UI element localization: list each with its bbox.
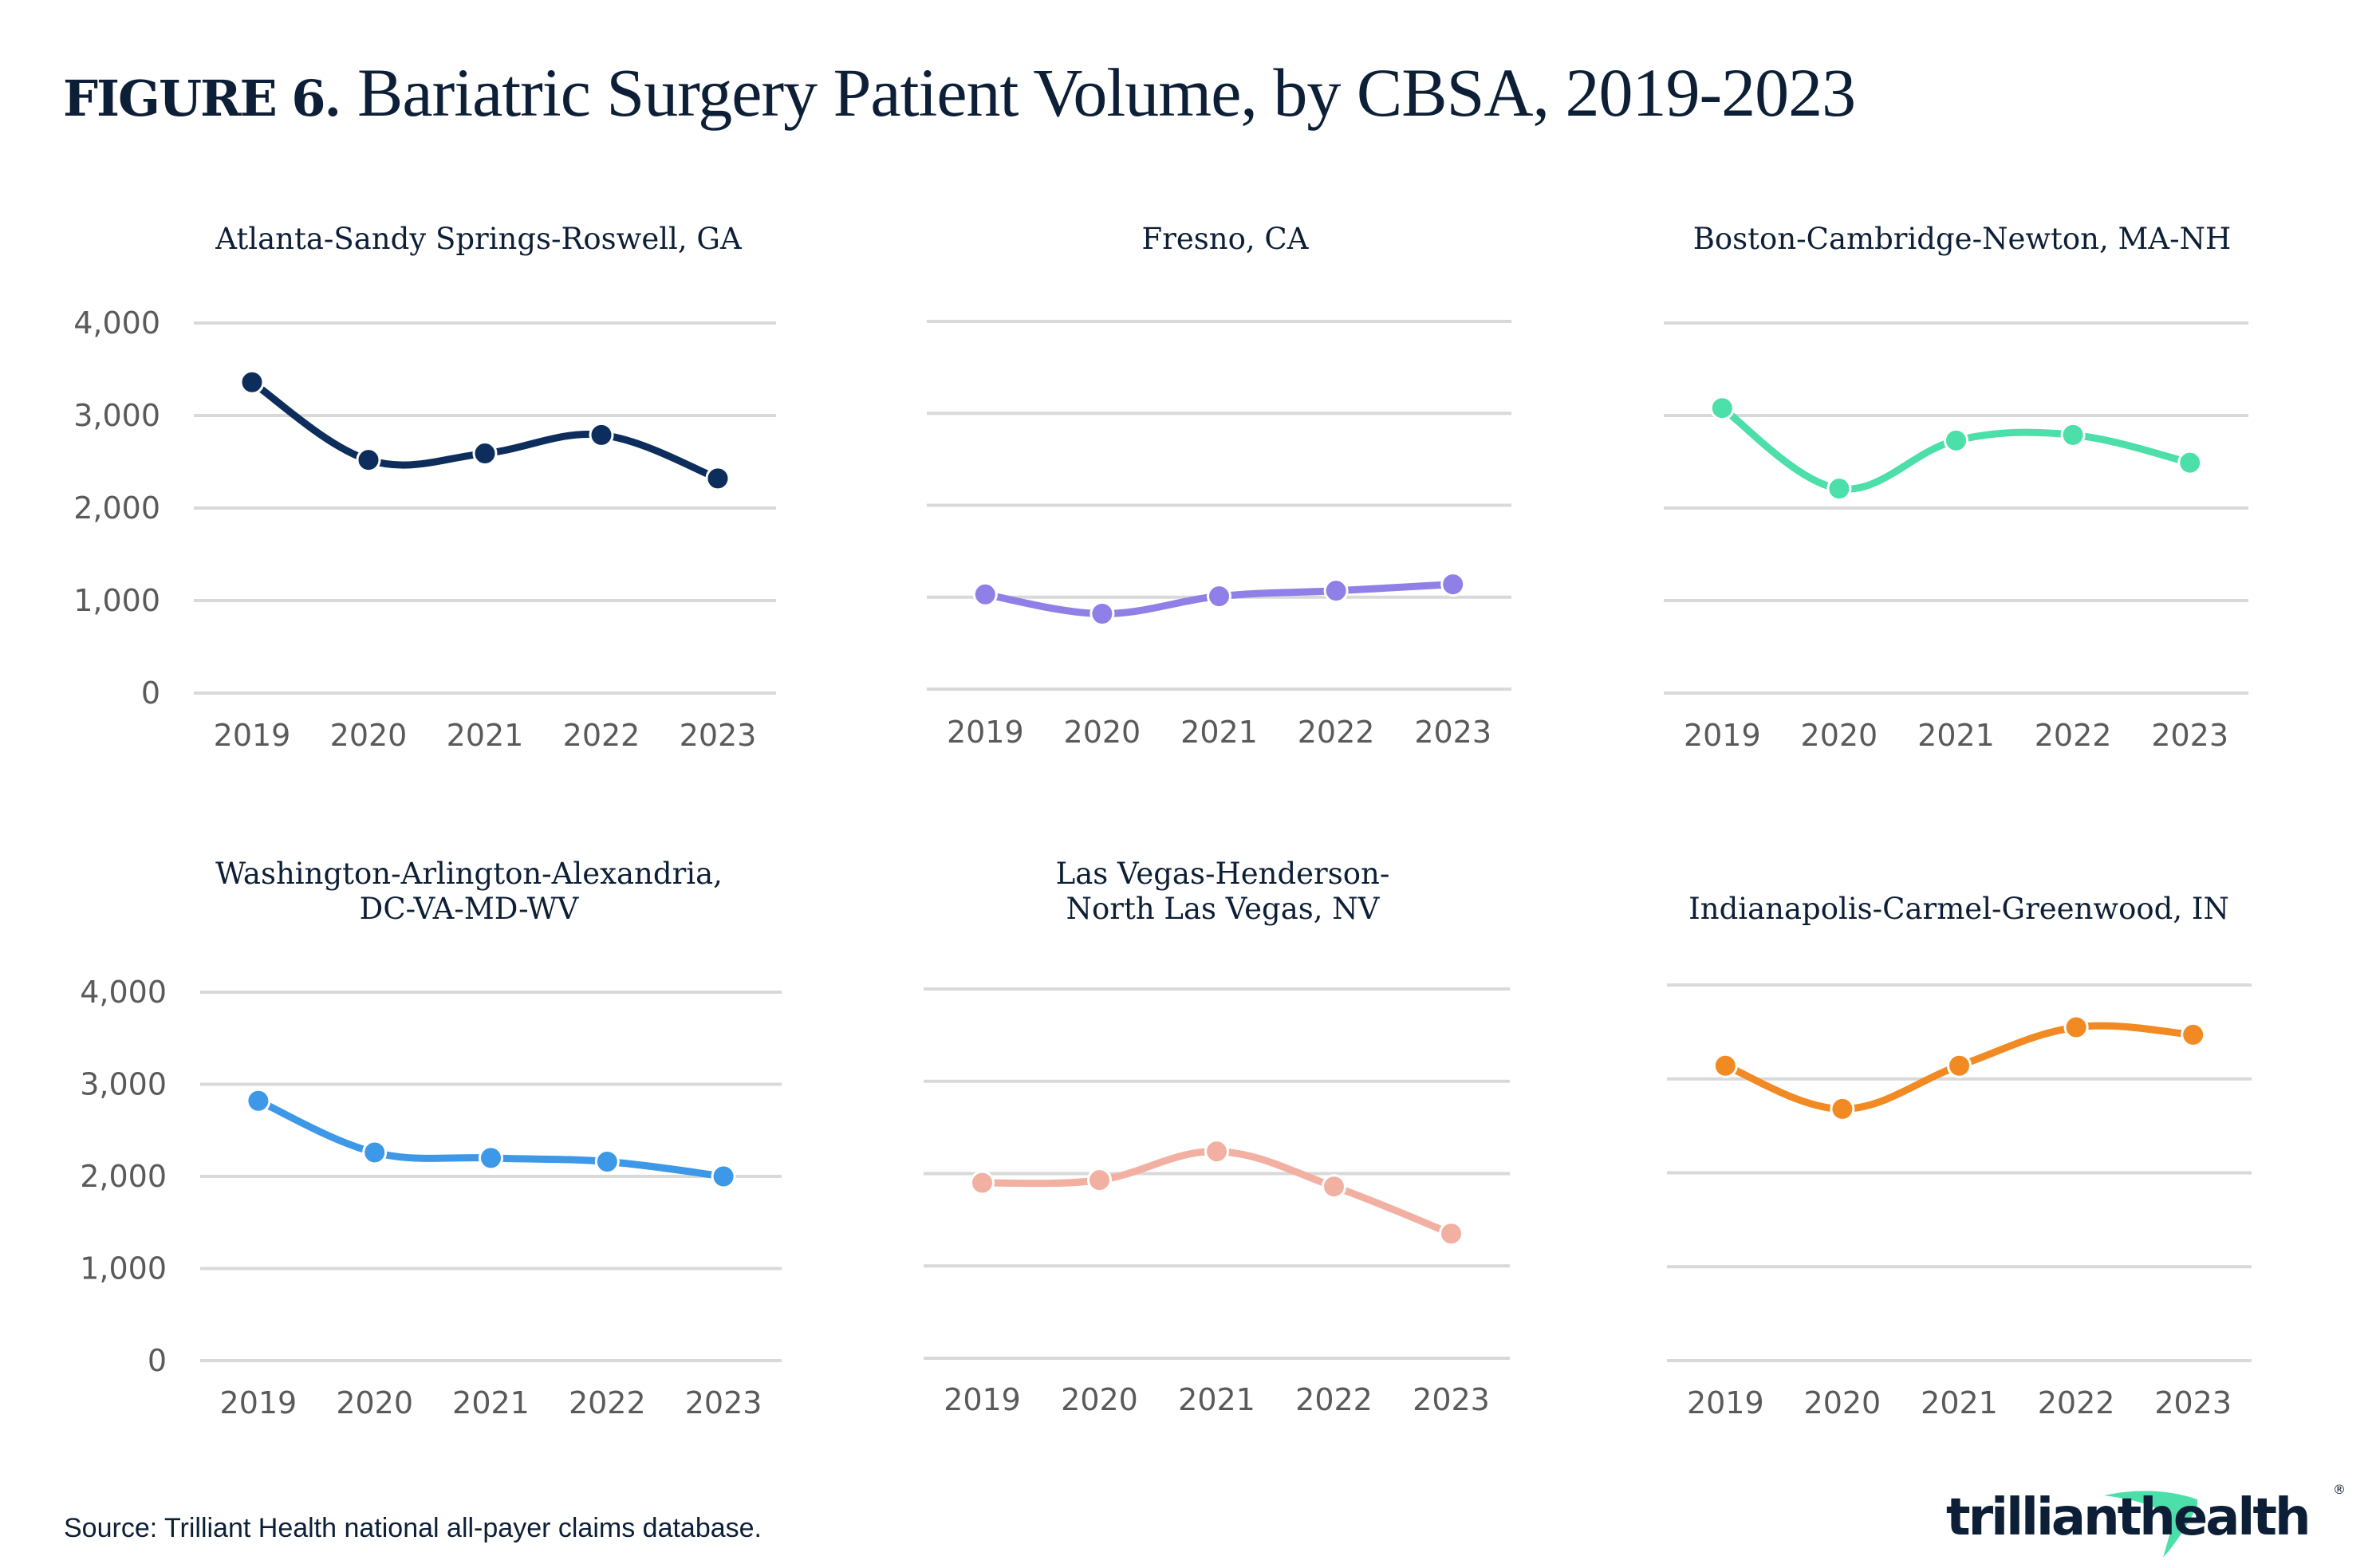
x-tick-label: 2021 xyxy=(1180,715,1258,750)
y-tick-label: 4,000 xyxy=(73,305,160,341)
x-tick-label: 2023 xyxy=(2154,1385,2232,1420)
y-tick-label: 3,000 xyxy=(73,398,160,433)
data-point: 2020: 1930 xyxy=(1087,1168,1112,1193)
figure-title: FIGURE 6. Bariatric Surgery Patient Volu… xyxy=(63,53,1856,132)
data-point: 2022: 1860 xyxy=(1322,1174,1346,1200)
x-tick-label: 2020 xyxy=(1064,715,1141,750)
registered-mark: ® xyxy=(2333,1482,2346,1497)
x-tick-label: 2021 xyxy=(447,718,524,753)
data-point: 2020: 2520 xyxy=(356,447,381,473)
y-tick-label: 2,000 xyxy=(80,1159,167,1194)
y-tick-label: 0 xyxy=(148,1343,167,1378)
data-point: 2022: 1070 xyxy=(1323,578,1349,604)
data-point: 2023: 3470 xyxy=(2181,1022,2206,1047)
x-tick-label: 2020 xyxy=(1801,718,1878,753)
x-tick-label: 2020 xyxy=(330,718,408,753)
x-tick-label: 2019 xyxy=(947,715,1024,750)
x-tick-label: 2023 xyxy=(680,718,757,753)
x-tick-label: 2020 xyxy=(1061,1382,1138,1417)
chart-panel: Fresno, CA 2019 2020 2021 2022 2023 2019: 1030… xyxy=(927,222,1511,750)
data-point: 2023: 2000 xyxy=(711,1164,736,1189)
data-point: 2019: 1900 xyxy=(970,1170,995,1196)
data-point: 2022: 2790 xyxy=(589,422,614,447)
panel-title: Fresno, CA xyxy=(1142,222,1310,256)
data-point: 2023: 2490 xyxy=(2177,450,2203,475)
x-tick-label: 2023 xyxy=(1414,715,1491,750)
x-tick-label: 2019 xyxy=(944,1382,1021,1417)
figure-number: FIGURE 6. xyxy=(63,69,341,128)
data-point: 2023: 2320 xyxy=(705,466,731,491)
y-tick-label: 1,000 xyxy=(73,583,160,618)
x-tick-label: 2022 xyxy=(1298,715,1375,750)
panel-title: North Las Vegas, NV xyxy=(1066,892,1381,926)
data-point: 2021: 2240 xyxy=(1204,1139,1229,1164)
logo-text-left: trilliant xyxy=(1946,1488,2142,1547)
x-tick-label: 2022 xyxy=(569,1385,646,1420)
panel-title: Indianapolis-Carmel-Greenwood, IN xyxy=(1688,892,2229,926)
data-point: 2021: 2590 xyxy=(472,441,498,467)
data-point: 2021: 2200 xyxy=(479,1145,503,1171)
chart-panel: Atlanta-Sandy Springs-Roswell, GA 0 1,000 2… xyxy=(73,222,776,753)
x-tick-label: 2020 xyxy=(336,1385,413,1420)
logo-swoosh-icon xyxy=(2104,1491,2197,1558)
x-tick-label: 2019 xyxy=(1684,718,1761,753)
x-tick-label: 2020 xyxy=(1804,1385,1881,1420)
data-point: 2019: 1030 xyxy=(972,581,998,607)
data-point: 2020: 2680 xyxy=(1830,1096,1855,1121)
y-tick-label: 3,000 xyxy=(80,1067,167,1102)
x-tick-label: 2023 xyxy=(1413,1382,1490,1417)
y-tick-label: 0 xyxy=(141,676,160,711)
x-tick-label: 2021 xyxy=(1917,718,1995,753)
y-tick-label: 1,000 xyxy=(80,1251,167,1286)
chart-panel: Las Vegas-Henderson-North Las Vegas, NV 2… xyxy=(924,857,1510,1417)
logo-wordmark: trillianthealth xyxy=(1946,1488,2311,1547)
panel-title: Las Vegas-Henderson- xyxy=(1056,857,1390,891)
x-tick-label: 2022 xyxy=(2035,718,2112,753)
x-tick-label: 2022 xyxy=(2038,1385,2115,1420)
x-tick-label: 2019 xyxy=(214,718,291,753)
x-tick-label: 2021 xyxy=(1921,1385,1998,1420)
logo-text-right: health xyxy=(2139,1488,2311,1547)
y-tick-label: 4,000 xyxy=(80,975,167,1010)
chart-panel: Washington-Arlington-Alexandria,DC-VA-MD… xyxy=(80,857,782,1420)
data-point: 2021: 2730 xyxy=(1944,427,1968,453)
x-tick-label: 2021 xyxy=(1178,1382,1255,1417)
x-tick-label: 2023 xyxy=(685,1385,762,1420)
data-point: 2021: 1010 xyxy=(1207,584,1231,609)
data-point: 2019: 3360 xyxy=(239,369,265,395)
data-point: 2022: 2790 xyxy=(2060,422,2086,447)
panel-title: Boston-Cambridge-Newton, MA-NH xyxy=(1693,222,2232,256)
data-point: 2020: 2260 xyxy=(362,1140,388,1165)
data-point: 2020: 820 xyxy=(1089,601,1115,626)
x-tick-label: 2022 xyxy=(1295,1382,1373,1417)
x-tick-label: 2019 xyxy=(220,1385,297,1420)
data-point: 2022: 3550 xyxy=(2063,1014,2089,1040)
data-point: 2023: 1140 xyxy=(1440,572,1466,597)
data-point: 2019: 2820 xyxy=(246,1088,271,1113)
data-point: 2023: 1350 xyxy=(1439,1221,1464,1247)
trilliant-health-logo: trillianthealth ® xyxy=(1946,1482,2361,1558)
chart-panel: Boston-Cambridge-Newton, MA-NH 2019 2020 20… xyxy=(1664,222,2248,753)
panel-title: Atlanta-Sandy Springs-Roswell, GA xyxy=(215,222,743,256)
source-note: Source: Trilliant Health national all-pa… xyxy=(64,1513,762,1543)
chart-panel: Indianapolis-Carmel-Greenwood, IN 2019 202… xyxy=(1667,892,2252,1420)
x-tick-label: 2022 xyxy=(563,718,640,753)
panel-title: DC-VA-MD-WV xyxy=(360,892,580,926)
x-tick-label: 2019 xyxy=(1687,1385,1764,1420)
x-tick-label: 2021 xyxy=(452,1385,530,1420)
x-tick-label: 2023 xyxy=(2151,718,2228,753)
data-point: 2019: 3080 xyxy=(1709,396,1735,421)
panel-title: Washington-Arlington-Alexandria, xyxy=(215,857,723,891)
data-point: 2019: 3140 xyxy=(1712,1053,1738,1078)
figure-title-text: Bariatric Surgery Patient Volume, by CBS… xyxy=(357,54,1856,131)
data-point: 2022: 2160 xyxy=(594,1149,620,1175)
y-tick-label: 2,000 xyxy=(73,490,160,526)
data-point: 2020: 2210 xyxy=(1826,476,1852,502)
data-point: 2021: 3140 xyxy=(1947,1053,1972,1078)
